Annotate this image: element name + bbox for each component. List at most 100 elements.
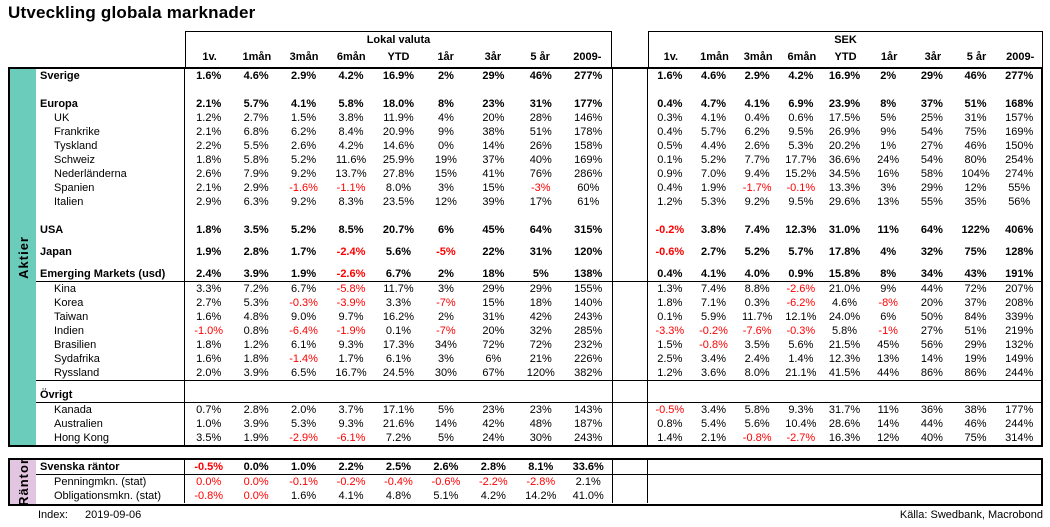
value-cell [517,388,564,402]
value-cell: 11% [877,404,899,416]
column-header: 1v. [663,51,679,63]
sek-cells: 0.4% 4.1% 4.0% 0.9% 15.8% 8% 34% 43% 191% [648,267,1041,281]
value-cell: 4.2% [338,140,364,152]
value-cell: 36% [920,404,943,416]
gap-column [612,195,648,209]
value-cell: 9% [880,126,897,138]
value-cell: 1.9% [700,182,727,194]
value-cell: 0.4% [657,268,683,280]
value-cell: -7% [436,325,456,337]
value-cell: 14.6% [382,140,415,152]
value-cell: 177% [574,98,603,110]
aktier-sidebar: Aktier [10,69,36,445]
value-cell: 0.8% [243,325,269,337]
value-cell: 5.4% [700,418,727,430]
value-cell [470,381,517,388]
value-cell: 12% [434,196,457,208]
value-cell: 21.5% [828,339,861,351]
value-cell [779,259,823,267]
value-cell: 191% [1005,268,1034,280]
gap-column [612,296,648,310]
lokal-valuta-cells: 2.1% 5.7% 4.1% 5.8% 18.0% 8% 23% 31% 177% [185,97,612,111]
value-cell: 3.4% [700,353,727,365]
value-cell: 9.4% [744,168,770,180]
value-cell: 32% [529,325,552,337]
rantor-table: Räntor Svenska räntor -0.5% 0.0% 1.0% 2.2% 2.… [8,458,1043,506]
rantor-side-label: Räntor [15,458,31,506]
value-cell: 20% [920,297,943,309]
value-cell: -0.6% [655,246,685,258]
value-cell: 7.4% [700,283,727,295]
gap-column [612,417,648,431]
value-cell [648,388,692,402]
value-cell: 5.8% [338,98,364,110]
row-label: Penningmkn. (stat) [36,475,185,489]
gap-column [612,267,648,281]
value-cell [565,83,612,97]
value-cell: -1.1% [336,182,366,194]
value-cell: -2.4% [336,246,366,258]
value-cell: 29% [482,70,505,82]
value-cell: 41.0% [572,490,604,502]
sek-cells [648,388,1041,402]
row-label: Hong Kong [36,431,185,445]
value-cell [735,381,779,388]
row-label [36,237,185,245]
value-cell [866,460,910,474]
table-row: Taiwan 1.6% 4.8% 9.0% 9.7% 16.2% 2% 31% 42% 243% 0… [36,310,1041,324]
sek-cells: 0.1% 5.2% 7.7% 17.7% 36.6% 24% 54% 80% 254% [648,153,1041,167]
value-cell: 7.0% [700,168,727,180]
sek-header-box: SEK 1v. 1mån 3mån 6mån YTD 1år 3år 5 år 2009- [648,31,1043,67]
value-cell: 177% [1005,404,1034,416]
value-cell: 36.6% [828,154,861,166]
value-cell: 8% [880,98,897,110]
value-cell: 0.4% [657,98,683,110]
value-cell: 30% [434,367,457,379]
value-cell: 2% [880,70,897,82]
footer-index-label: Index: [38,509,68,521]
value-cell: 3.9% [243,268,269,280]
value-cell: 3.9% [243,418,269,430]
value-cell: 104% [961,168,990,180]
value-cell: 120% [526,367,555,379]
value-cell: 27% [920,140,943,152]
value-cell: 35% [964,196,987,208]
value-cell: 6.7% [291,283,317,295]
table-row: USA 1.8% 3.5% 5.2% 8.5% 20.7% 6% 45% 64% 315% -0.2… [36,223,1041,237]
value-cell: 1.9% [196,246,222,258]
value-cell [910,475,954,489]
value-cell: 13% [877,353,900,365]
value-cell [866,237,910,245]
value-cell: 20.9% [382,126,415,138]
value-cell: -2.2% [478,476,508,488]
value-cell: 41% [482,168,505,180]
sek-cells [648,259,1041,267]
value-cell [692,83,736,97]
table-row: Tyskland 2.2% 5.5% 2.6% 4.2% 14.6% 0% 14% 26% 158… [36,139,1041,153]
table-row: Kina 3.3% 7.2% 6.7% -5.8% 11.7% 3% 29% 29% 155% 1.… [36,282,1041,296]
sek-cells [648,460,1041,474]
value-cell: 4.7% [700,98,727,110]
value-cell [470,209,517,223]
value-cell [232,209,279,223]
value-cell: 4.0% [744,268,770,280]
column-header: 1mån [700,51,729,63]
value-cell: 11.6% [335,154,367,166]
value-cell: 31% [964,112,987,124]
value-cell: 15% [434,168,457,180]
value-cell [565,237,612,245]
value-cell: 6.7% [385,268,411,280]
row-label: Tyskland [36,139,185,153]
value-cell: -0.1% [289,476,318,488]
value-cell: 4.8% [385,490,411,502]
value-cell: 2.4% [196,268,222,280]
value-cell: 16.9% [382,70,415,82]
value-cell: 149% [1005,353,1034,365]
value-cell: 16% [877,168,900,180]
value-cell: 51% [529,126,552,138]
value-cell [327,209,374,223]
value-cell: 9.5% [788,196,814,208]
lokal-valuta-cells: 1.2% 2.7% 1.5% 3.8% 11.9% 4% 20% 28% 146% [185,111,612,125]
value-cell: -2.6% [336,268,366,280]
value-cell: 72% [529,339,552,351]
